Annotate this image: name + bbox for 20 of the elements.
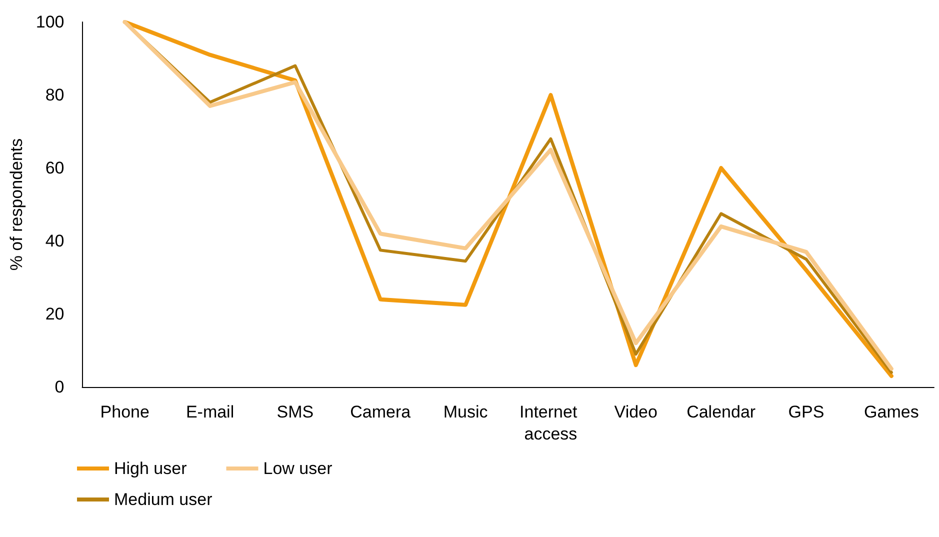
y-tick-label: 40 — [45, 232, 64, 250]
y-tick-label: 80 — [45, 86, 64, 104]
x-tick-label: SMS — [276, 402, 314, 422]
x-tick-label: Music — [443, 402, 488, 422]
legend-label: Medium user — [114, 490, 213, 509]
x-tick-label: Internet access — [520, 402, 582, 444]
x-tick-label: Games — [864, 402, 919, 422]
y-axis-title: % of respondents — [7, 138, 26, 271]
x-tick-label: Phone — [100, 402, 150, 422]
x-tick-label: Camera — [350, 402, 412, 422]
x-tick-label: GPS — [788, 402, 824, 422]
legend-label: High user — [114, 459, 188, 478]
y-tick-label: 20 — [45, 304, 64, 324]
y-tick-label: 60 — [45, 158, 64, 178]
y-tick-label: 0 — [54, 378, 64, 396]
x-tick-label: E-mail — [186, 402, 234, 422]
legend-label: Low user — [263, 459, 333, 478]
y-tick-label: 100 — [36, 12, 64, 32]
x-tick-label: Video — [614, 402, 658, 422]
x-tick-label: Calendar — [686, 402, 756, 422]
